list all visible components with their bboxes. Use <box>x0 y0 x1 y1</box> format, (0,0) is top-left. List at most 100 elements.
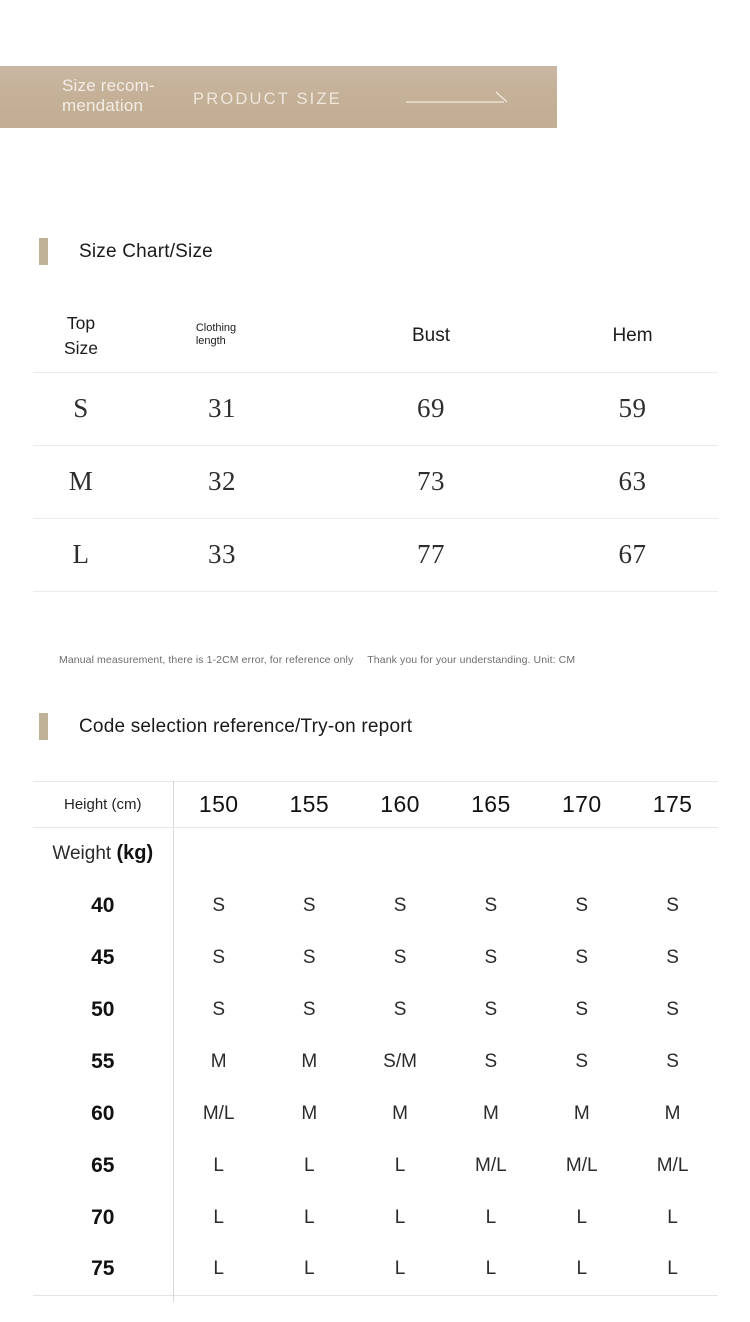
cell-size-rec: S <box>575 894 589 916</box>
banner-title: Size recom- mendation <box>62 76 182 116</box>
measurement-disclaimer: Manual measurement, there is 1-2CM error… <box>59 654 699 666</box>
cell-length: 32 <box>129 445 315 519</box>
cell-bust: 77 <box>315 518 547 592</box>
top-size-line1: Top <box>66 312 96 333</box>
column-header-hem: Hem <box>547 300 718 373</box>
column-header-clothing-length: Clothing length <box>129 300 315 373</box>
section-header-code-selection: Code selection reference/Try-on report <box>39 713 412 740</box>
cell-size-rec: L <box>394 1154 406 1176</box>
bottom-border-cell <box>173 1295 264 1302</box>
section-title-size-chart: Size Chart/Size <box>79 240 213 262</box>
fit-matrix-body: Weight (kg) 40 S S S S S S 45 <box>33 827 718 1302</box>
cell-weight: 45 <box>33 931 174 984</box>
cell-size-rec: S <box>302 894 316 916</box>
empty-cell <box>536 828 627 880</box>
section-title-code-selection: Code selection reference/Try-on report <box>79 715 413 737</box>
empty-cell <box>355 828 446 880</box>
cell-weight: 75 <box>33 1243 174 1296</box>
size-recommendation-banner: Size recom- mendation PRODUCT SIZE <box>0 66 557 128</box>
cell-size-rec: L <box>213 1154 224 1176</box>
clothing-length-line2: length <box>195 335 226 348</box>
cell-size: S <box>33 372 129 446</box>
table-bottom-border <box>33 1295 718 1302</box>
cell-size-rec: S <box>302 946 316 968</box>
bottom-border-cell <box>536 1295 628 1302</box>
cell-size-rec: S <box>393 946 407 968</box>
empty-cell <box>445 828 536 880</box>
cell-size-rec: L <box>485 1258 497 1280</box>
cell-length: 33 <box>129 518 315 592</box>
cell-weight: 60 <box>33 1087 174 1140</box>
column-header-height-165: 165 <box>445 781 537 828</box>
cell-size: M <box>33 445 129 519</box>
column-header-height-150: 150 <box>173 781 264 828</box>
cell-size-rec: M <box>301 1102 318 1124</box>
table-row: 60 M/L M M M M M <box>33 1087 718 1140</box>
cell-size-rec: M/L <box>202 1102 235 1124</box>
table-row: S 31 69 59 <box>33 372 718 446</box>
cell-size-rec: S <box>212 998 225 1020</box>
cell-size-rec: S <box>666 998 679 1020</box>
section-marker-bar <box>39 713 48 740</box>
cell-size-rec: M <box>664 1102 681 1124</box>
weight-label-text: Weight <box>52 843 112 865</box>
bottom-border-cell <box>33 1295 174 1302</box>
section-header-size-chart: Size Chart/Size <box>39 238 213 265</box>
empty-cell <box>264 828 355 880</box>
cell-size-rec: S <box>484 1050 498 1072</box>
top-size-line2: Size <box>63 337 99 358</box>
empty-cell <box>173 828 264 880</box>
cell-size-rec: S <box>484 946 498 968</box>
bottom-border-cell <box>263 1295 355 1302</box>
cell-length: 31 <box>129 372 315 446</box>
table-row: 75 L L L L L L <box>33 1243 718 1296</box>
column-header-height-155: 155 <box>263 781 355 828</box>
cell-hem: 63 <box>547 445 718 519</box>
cell-size-rec: M <box>210 1050 227 1072</box>
row-header-weight: Weight (kg) <box>33 827 174 880</box>
cell-size-rec: L <box>485 1206 497 1228</box>
cell-hem: 59 <box>547 372 718 446</box>
size-chart-table: Top Size Clothing length Bust Hem S 31 6 <box>33 300 718 592</box>
bottom-border-cell <box>354 1295 446 1302</box>
cell-size-rec: M/L <box>475 1154 507 1176</box>
size-chart-header-row: Top Size Clothing length Bust Hem <box>33 300 718 373</box>
cell-size-rec: S <box>212 946 225 968</box>
cell-size-rec: S <box>484 998 498 1020</box>
fit-weight-label-row: Weight (kg) <box>33 827 718 880</box>
cell-size-rec: L <box>394 1258 406 1280</box>
cell-hem: 67 <box>547 518 718 592</box>
cell-size-rec: L <box>394 1206 406 1228</box>
cell-size-rec: S <box>575 1050 589 1072</box>
banner-title-line2: mendation <box>62 96 144 115</box>
cell-size-rec: S <box>212 894 225 916</box>
cell-size: L <box>33 518 129 592</box>
banner-title-line1: Size recom- <box>62 76 155 95</box>
bottom-border-cell <box>627 1295 718 1302</box>
table-row: 50 S S S S S S <box>33 983 718 1036</box>
cell-size-rec: S <box>666 1050 679 1072</box>
try-on-report-table: Height (cm) 150 155 160 165 170 175 Weig… <box>33 781 718 1302</box>
cell-weight: 70 <box>33 1191 174 1244</box>
banner-subtitle: PRODUCT SIZE <box>193 90 342 108</box>
clothing-length-line1: Clothing <box>195 322 237 335</box>
cell-size-rec: M/L <box>656 1154 689 1176</box>
cell-weight: 55 <box>33 1035 174 1088</box>
cell-size-rec: S <box>575 998 589 1020</box>
column-header-height-170: 170 <box>536 781 628 828</box>
table-row: M 32 73 63 <box>33 445 718 519</box>
cell-size-rec: S <box>575 946 589 968</box>
cell-size-rec: S <box>393 894 407 916</box>
table-row: 65 L L L M/L M/L M/L <box>33 1139 718 1192</box>
table-row: 45 S S S S S S <box>33 931 718 984</box>
cell-size-rec: S <box>484 894 498 916</box>
disclaimer-right: Thank you for your understanding. Unit: … <box>367 654 576 666</box>
table-row: 70 L L L L L L <box>33 1191 718 1244</box>
cell-size-rec: L <box>303 1258 315 1280</box>
table-row: 40 S S S S S S <box>33 879 718 932</box>
section-marker-bar <box>39 238 48 265</box>
row-header-height: Height (cm) <box>33 781 174 828</box>
cell-size-rec: S <box>302 998 316 1020</box>
cell-size-rec: S/M <box>383 1050 417 1072</box>
